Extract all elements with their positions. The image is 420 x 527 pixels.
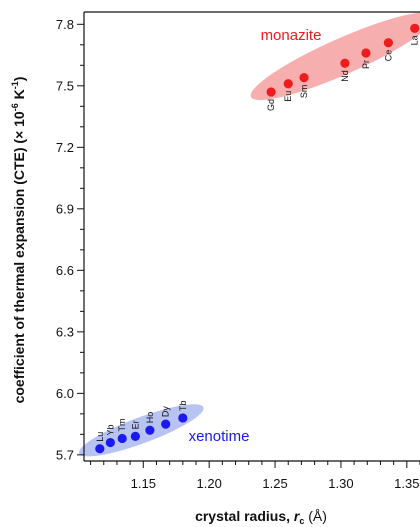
point-sm xyxy=(299,73,309,83)
point-la xyxy=(410,23,420,34)
element-label-la: La xyxy=(410,35,420,45)
x-axis-title: crystal radius, rc (Å) xyxy=(195,508,327,526)
element-label-gd: Gd xyxy=(266,99,276,111)
x-tick-label: 1.20 xyxy=(197,476,222,491)
y-tick-label: 6.3 xyxy=(56,324,74,339)
element-label-eu: Eu xyxy=(283,91,293,102)
y-tick-label: 6.6 xyxy=(56,263,74,278)
point-gd xyxy=(266,87,276,97)
point-lu xyxy=(95,444,105,454)
y-tick-label: 6.9 xyxy=(56,201,74,216)
point-tb xyxy=(178,413,188,423)
element-label-sm: Sm xyxy=(299,85,309,99)
xenotime-label: xenotime xyxy=(189,428,250,445)
y-axis-title: coefficient of thermal expansion (CTE) (… xyxy=(10,77,27,404)
x-tick-label: 1.15 xyxy=(131,476,156,491)
element-label-tb: Tb xyxy=(178,400,188,411)
point-yb xyxy=(105,437,115,448)
element-label-yb: Yb xyxy=(105,425,115,436)
point-tm xyxy=(117,433,127,444)
element-label-dy: Dy xyxy=(161,406,171,417)
x-tick-label: 1.30 xyxy=(328,476,353,491)
element-label-ce: Ce xyxy=(383,50,393,62)
x-tick-label: 1.35 xyxy=(394,476,419,491)
x-tick-label: 1.25 xyxy=(262,476,287,491)
element-label-tm: Tm xyxy=(117,418,127,431)
y-tick-label: 6.0 xyxy=(56,386,74,401)
y-tick-label: 5.7 xyxy=(56,447,74,462)
element-label-ho: Ho xyxy=(145,412,155,424)
point-dy xyxy=(161,419,171,429)
point-ce xyxy=(383,38,393,48)
point-ho xyxy=(145,425,155,435)
element-label-nd: Nd xyxy=(340,70,350,82)
point-er xyxy=(130,431,140,441)
element-label-er: Er xyxy=(130,420,140,429)
y-tick-label: 7.8 xyxy=(56,17,74,32)
element-label-pr: Pr xyxy=(361,60,371,69)
element-label-lu: Lu xyxy=(95,432,105,442)
monazite-label: monazite xyxy=(261,27,322,44)
monazite-group-ellipse xyxy=(250,12,420,101)
y-tick-label: 7.2 xyxy=(56,140,74,155)
y-tick-label: 7.5 xyxy=(56,78,74,93)
point-pr xyxy=(361,48,371,58)
point-nd xyxy=(340,58,350,68)
point-eu xyxy=(283,79,293,89)
